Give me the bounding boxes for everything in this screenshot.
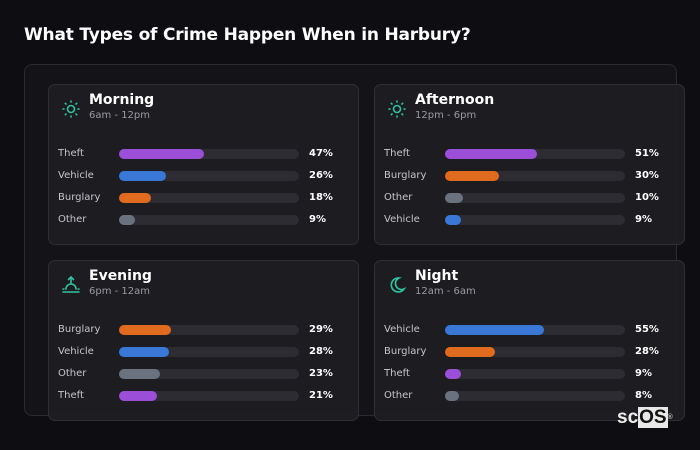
card-time-range: 6am - 12pm — [89, 110, 151, 121]
card-time-range: 6pm - 12am — [89, 286, 151, 297]
bar-fill — [119, 171, 166, 181]
crime-row: Burglary 29% — [49, 323, 358, 337]
bar-fill — [445, 149, 537, 159]
crime-label: Vehicle — [384, 214, 420, 225]
crime-row: Theft 21% — [49, 389, 358, 403]
bar-fill — [119, 369, 161, 379]
card-afternoon: Afternoon 12pm - 6pm Theft 51% Burglary … — [374, 84, 685, 245]
bar-track — [119, 149, 299, 159]
card-night: Night 12am - 6am Vehicle 55% Burglary 28… — [374, 260, 685, 421]
bar-fill — [445, 369, 462, 379]
crime-label: Burglary — [384, 170, 427, 181]
crime-percent: 9% — [635, 368, 652, 379]
crime-label: Vehicle — [58, 346, 94, 357]
page-title: What Types of Crime Happen When in Harbu… — [24, 25, 471, 45]
sunset-icon — [61, 275, 81, 295]
crime-label: Other — [58, 214, 87, 225]
crime-label: Other — [58, 368, 87, 379]
crime-percent: 55% — [635, 324, 659, 335]
bar-track — [119, 391, 299, 401]
crime-row: Other 10% — [375, 191, 684, 205]
crime-label: Other — [384, 192, 413, 203]
card-evening: Evening 6pm - 12am Burglary 29% Vehicle … — [48, 260, 359, 421]
bar-track — [445, 347, 625, 357]
crime-percent: 10% — [635, 192, 659, 203]
crime-percent: 18% — [309, 192, 333, 203]
crime-row: Burglary 18% — [49, 191, 358, 205]
crime-label: Burglary — [384, 346, 427, 357]
bar-fill — [119, 215, 136, 225]
card-title: Morning — [89, 92, 155, 108]
bar-track — [119, 325, 299, 335]
card-title: Afternoon — [415, 92, 495, 108]
crime-label: Other — [384, 390, 413, 401]
crime-percent: 47% — [309, 148, 333, 159]
crime-percent: 9% — [309, 214, 326, 225]
bar-track — [445, 391, 625, 401]
crime-row: Vehicle 28% — [49, 345, 358, 359]
crime-row: Theft 9% — [375, 367, 684, 381]
crime-row: Theft 51% — [375, 147, 684, 161]
crime-percent: 8% — [635, 390, 652, 401]
crime-label: Burglary — [58, 324, 101, 335]
crime-row: Vehicle 26% — [49, 169, 358, 183]
bar-track — [445, 215, 625, 225]
bar-fill — [119, 149, 204, 159]
card-title: Evening — [89, 268, 152, 284]
bar-track — [119, 171, 299, 181]
crime-percent: 9% — [635, 214, 652, 225]
bar-track — [445, 193, 625, 203]
card-time-range: 12am - 6am — [415, 286, 476, 297]
sun-icon — [61, 99, 81, 119]
bar-track — [445, 171, 625, 181]
crime-label: Vehicle — [58, 170, 94, 181]
bar-fill — [119, 347, 170, 357]
crime-percent: 28% — [635, 346, 659, 357]
card-title: Night — [415, 268, 459, 284]
crime-percent: 26% — [309, 170, 333, 181]
crime-row: Burglary 30% — [375, 169, 684, 183]
crime-label: Theft — [58, 148, 84, 159]
crime-label: Vehicle — [384, 324, 420, 335]
crime-label: Theft — [384, 148, 410, 159]
bar-fill — [445, 171, 499, 181]
card-morning: Morning 6am - 12pm Theft 47% Vehicle 26%… — [48, 84, 359, 245]
bar-fill — [445, 325, 544, 335]
bar-track — [445, 325, 625, 335]
bar-fill — [119, 193, 152, 203]
bar-fill — [119, 391, 157, 401]
bar-fill — [445, 215, 462, 225]
crime-percent: 29% — [309, 324, 333, 335]
bar-fill — [445, 391, 460, 401]
crime-label: Theft — [58, 390, 84, 401]
bar-fill — [445, 193, 463, 203]
crime-row: Other 23% — [49, 367, 358, 381]
crime-label: Theft — [384, 368, 410, 379]
scos-logo: scOS® — [617, 407, 673, 428]
crime-row: Other 9% — [49, 213, 358, 227]
crime-row: Other 8% — [375, 389, 684, 403]
card-time-range: 12pm - 6pm — [415, 110, 477, 121]
crime-percent: 21% — [309, 390, 333, 401]
crime-percent: 23% — [309, 368, 333, 379]
bar-track — [445, 369, 625, 379]
bar-fill — [445, 347, 496, 357]
crime-row: Theft 47% — [49, 147, 358, 161]
crime-percent: 51% — [635, 148, 659, 159]
crime-percent: 30% — [635, 170, 659, 181]
moon-icon — [387, 275, 407, 295]
bar-track — [119, 369, 299, 379]
bar-track — [119, 193, 299, 203]
crime-row: Vehicle 55% — [375, 323, 684, 337]
bar-track — [445, 149, 625, 159]
crime-row: Vehicle 9% — [375, 213, 684, 227]
sun-icon — [387, 99, 407, 119]
crime-label: Burglary — [58, 192, 101, 203]
bar-track — [119, 347, 299, 357]
bar-fill — [119, 325, 172, 335]
crime-percent: 28% — [309, 346, 333, 357]
bar-track — [119, 215, 299, 225]
crime-row: Burglary 28% — [375, 345, 684, 359]
